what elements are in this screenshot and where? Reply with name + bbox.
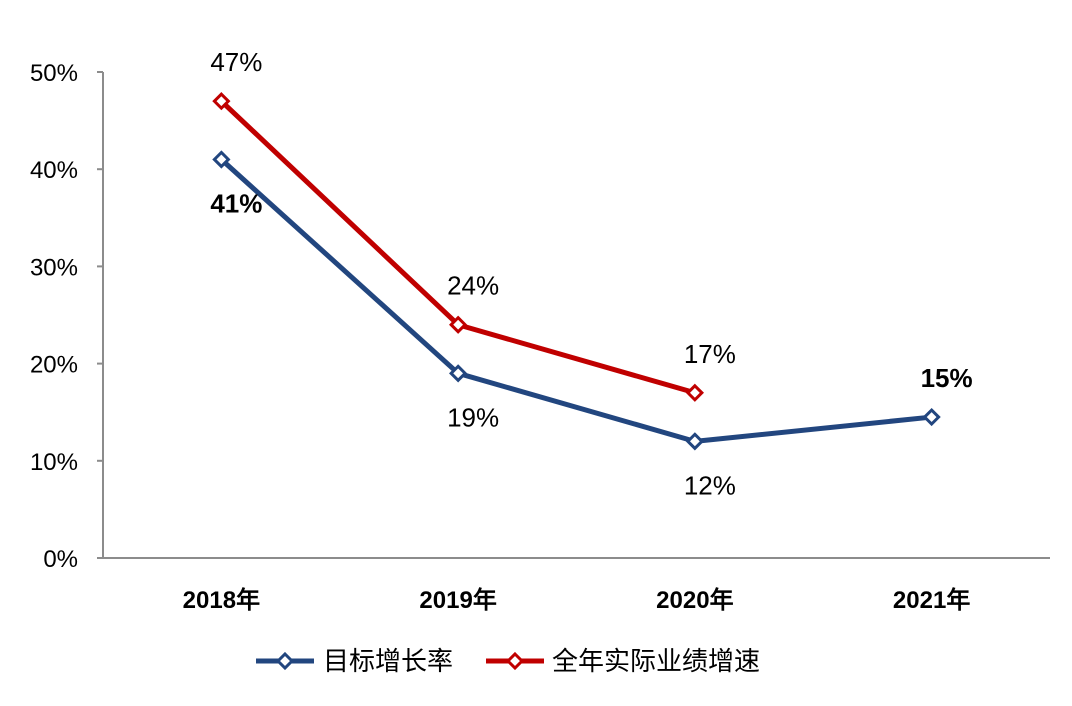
data-point-marker	[685, 432, 704, 451]
data-label: 41%	[210, 188, 262, 218]
series-line-0	[219, 157, 932, 444]
series-line-1	[219, 99, 696, 396]
legend-item-0: 目标增长率	[256, 646, 453, 676]
data-point-marker	[212, 150, 231, 169]
data-point-marker	[212, 92, 231, 111]
x-category-label: 2019年	[419, 586, 496, 614]
x-category-label: 2020年	[656, 586, 733, 614]
legend-marker	[275, 651, 295, 671]
x-category-label: 2021年	[893, 586, 970, 614]
y-tick-label: 50%	[30, 60, 78, 87]
y-tick-label: 10%	[30, 449, 78, 476]
legend: 目标增长率 全年实际业绩增速	[256, 646, 760, 676]
legend-marker	[505, 651, 525, 671]
x-axis-category-labels: 2018年 2019年 2020年 2021年	[183, 586, 971, 614]
x-category-label: 2018年	[183, 586, 260, 614]
legend-label: 全年实际业绩增速	[552, 646, 760, 676]
data-point-marker	[922, 407, 941, 427]
data-labels: 41% 19% 12% 15% 47% 24% 17%	[210, 47, 972, 500]
data-point-marker	[449, 315, 468, 334]
legend-label: 目标增长率	[323, 646, 453, 676]
data-point-marker	[685, 383, 704, 402]
data-label: 24%	[447, 271, 499, 301]
axes	[102, 72, 1050, 559]
series-lines	[212, 92, 941, 451]
data-label: 12%	[684, 470, 736, 500]
y-axis-tick-labels: 0% 10% 20% 30% 40% 50%	[30, 60, 103, 573]
data-label: 19%	[447, 402, 499, 432]
data-label: 17%	[684, 339, 736, 369]
y-tick-label: 30%	[30, 254, 78, 281]
y-tick-label: 40%	[30, 157, 78, 184]
y-tick-label: 0%	[43, 546, 78, 573]
data-point-marker	[449, 364, 468, 383]
data-label: 15%	[921, 363, 973, 393]
data-label: 47%	[210, 47, 262, 77]
y-tick-label: 20%	[30, 352, 78, 379]
legend-item-1: 全年实际业绩增速	[486, 646, 760, 676]
